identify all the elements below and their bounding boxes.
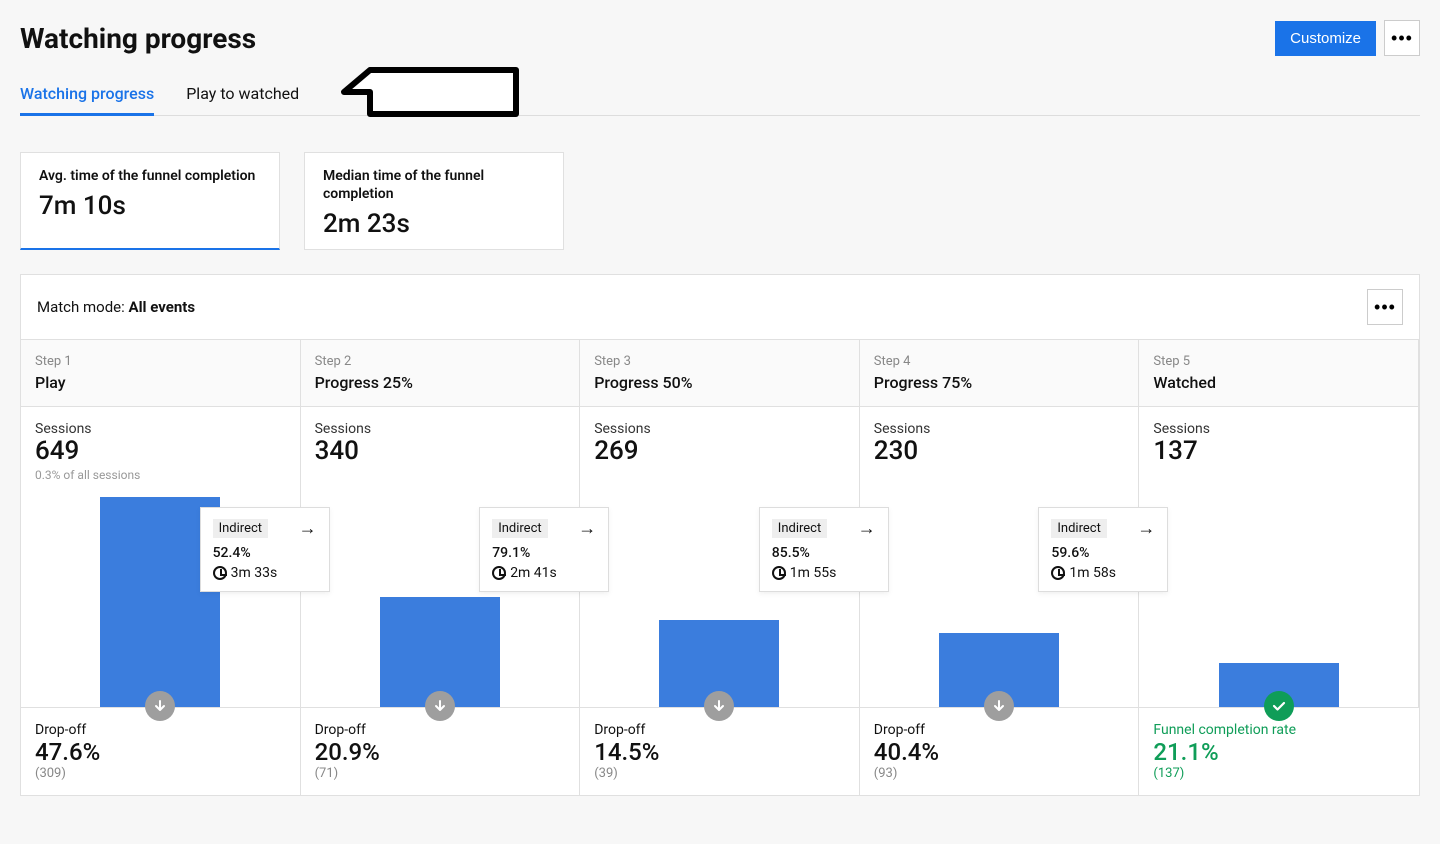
customize-button[interactable]: Customize [1275,21,1376,56]
footer-sub: (39) [594,766,845,781]
step-number: Step 3 [594,354,845,369]
footer-value: 47.6% [35,738,286,766]
footer-value: 14.5% [594,738,845,766]
step-name: Watched [1153,373,1404,392]
step-body: Sessions 230 Indirect → 59.6% 1m 58s [860,407,1140,707]
transition-percent: 79.1% [492,545,596,561]
metric-card-median[interactable]: Median time of the funnel completion 2m … [304,152,564,250]
bar-area [1139,497,1418,707]
step-header: Step 5 Watched [1139,340,1419,407]
transition-card: Indirect → 59.6% 1m 58s [1038,507,1168,592]
funnel-grid: Step 1 Play Step 2 Progress 25% Step 3 P… [21,340,1419,795]
sessions-label: Sessions [315,421,566,437]
step-name: Progress 75% [874,373,1125,392]
funnel-more-button[interactable]: ••• [1367,289,1403,325]
funnel-header: Match mode: All events ••• [21,275,1419,340]
more-button[interactable]: ••• [1384,20,1420,56]
indirect-badge: Indirect [213,519,268,538]
match-mode-prefix: Match mode: [37,298,128,316]
step-number: Step 5 [1153,354,1404,369]
footer-sub: (309) [35,766,286,781]
dropoff-icon [425,691,455,721]
metric-label: Median time of the funnel completion [323,167,545,203]
tab-play-to-watched[interactable]: Play to watched [186,84,299,115]
step-name: Progress 25% [315,373,566,392]
check-icon [1264,691,1294,721]
clock-icon [213,566,227,580]
step-header: Step 2 Progress 25% [301,340,581,407]
footer-sub: (137) [1153,766,1405,781]
sessions-value: 649 [35,437,286,466]
transition-card: Indirect → 79.1% 2m 41s [479,507,609,592]
transition-time: 2m 41s [492,565,596,581]
annotation-arrow-icon [340,66,520,118]
dropoff-icon [704,691,734,721]
funnel-panel: Match mode: All events ••• Step 1 Play S… [20,274,1420,796]
indirect-badge: Indirect [1051,519,1106,538]
indirect-badge: Indirect [772,519,827,538]
footer-value: 40.4% [874,738,1125,766]
transition-percent: 52.4% [213,545,317,561]
footer-label: Drop-off [874,722,1125,738]
step-number: Step 4 [874,354,1125,369]
transition-percent: 59.6% [1051,545,1155,561]
dropoff-icon [145,691,175,721]
step-number: Step 2 [315,354,566,369]
metric-label: Avg. time of the funnel completion [39,167,261,185]
indirect-badge: Indirect [492,519,547,538]
arrow-right-icon: → [578,518,596,539]
metric-value: 2m 23s [323,209,545,239]
step-body: Sessions 649 0.3% of all sessions Indire… [21,407,301,707]
transition-percent: 85.5% [772,545,876,561]
sessions-label: Sessions [35,421,286,437]
arrow-right-icon: → [858,518,876,539]
sessions-value: 137 [1153,437,1404,466]
step-name: Progress 50% [594,373,845,392]
footer-label: Funnel completion rate [1153,722,1405,738]
sessions-label: Sessions [1153,421,1404,437]
sessions-label: Sessions [594,421,845,437]
clock-icon [492,566,506,580]
footer-label: Drop-off [315,722,566,738]
tabs: Watching progress Play to watched [20,84,1420,116]
arrow-right-icon: → [1137,518,1155,539]
sessions-value: 269 [594,437,845,466]
step-body: Sessions 340 Indirect → 79.1% 2m 41s [301,407,581,707]
footer-label: Drop-off [594,722,845,738]
transition-time: 3m 33s [213,565,317,581]
transition-time: 1m 58s [1051,565,1155,581]
transition-time: 1m 55s [772,565,876,581]
step-body: Sessions 269 Indirect → 85.5% 1m 55s [580,407,860,707]
metric-cards: Avg. time of the funnel completion 7m 10… [20,152,1420,250]
tab-watching-progress[interactable]: Watching progress [20,84,154,115]
footer-sub: (93) [874,766,1125,781]
footer-value: 20.9% [315,738,566,766]
step-number: Step 1 [35,354,286,369]
sessions-label: Sessions [874,421,1125,437]
step-header: Step 4 Progress 75% [860,340,1140,407]
footer-value: 21.1% [1153,738,1405,766]
transition-card: Indirect → 52.4% 3m 33s [200,507,330,592]
footer-label: Drop-off [35,722,286,738]
match-mode-value: All events [128,298,195,316]
step-name: Play [35,373,286,392]
step-header: Step 3 Progress 50% [580,340,860,407]
dropoff-icon [984,691,1014,721]
step-body: Sessions 137 [1139,407,1419,707]
clock-icon [1051,566,1065,580]
sessions-value: 340 [315,437,566,466]
metric-value: 7m 10s [39,191,261,221]
metric-card-avg[interactable]: Avg. time of the funnel completion 7m 10… [20,152,280,250]
step-header: Step 1 Play [21,340,301,407]
arrow-right-icon: → [299,518,317,539]
clock-icon [772,566,786,580]
footer-sub: (71) [315,766,566,781]
page-title: Watching progress [20,22,256,55]
header-actions: Customize ••• [1275,20,1420,56]
sessions-sub: 0.3% of all sessions [35,468,286,482]
transition-card: Indirect → 85.5% 1m 55s [759,507,889,592]
sessions-value: 230 [874,437,1125,466]
